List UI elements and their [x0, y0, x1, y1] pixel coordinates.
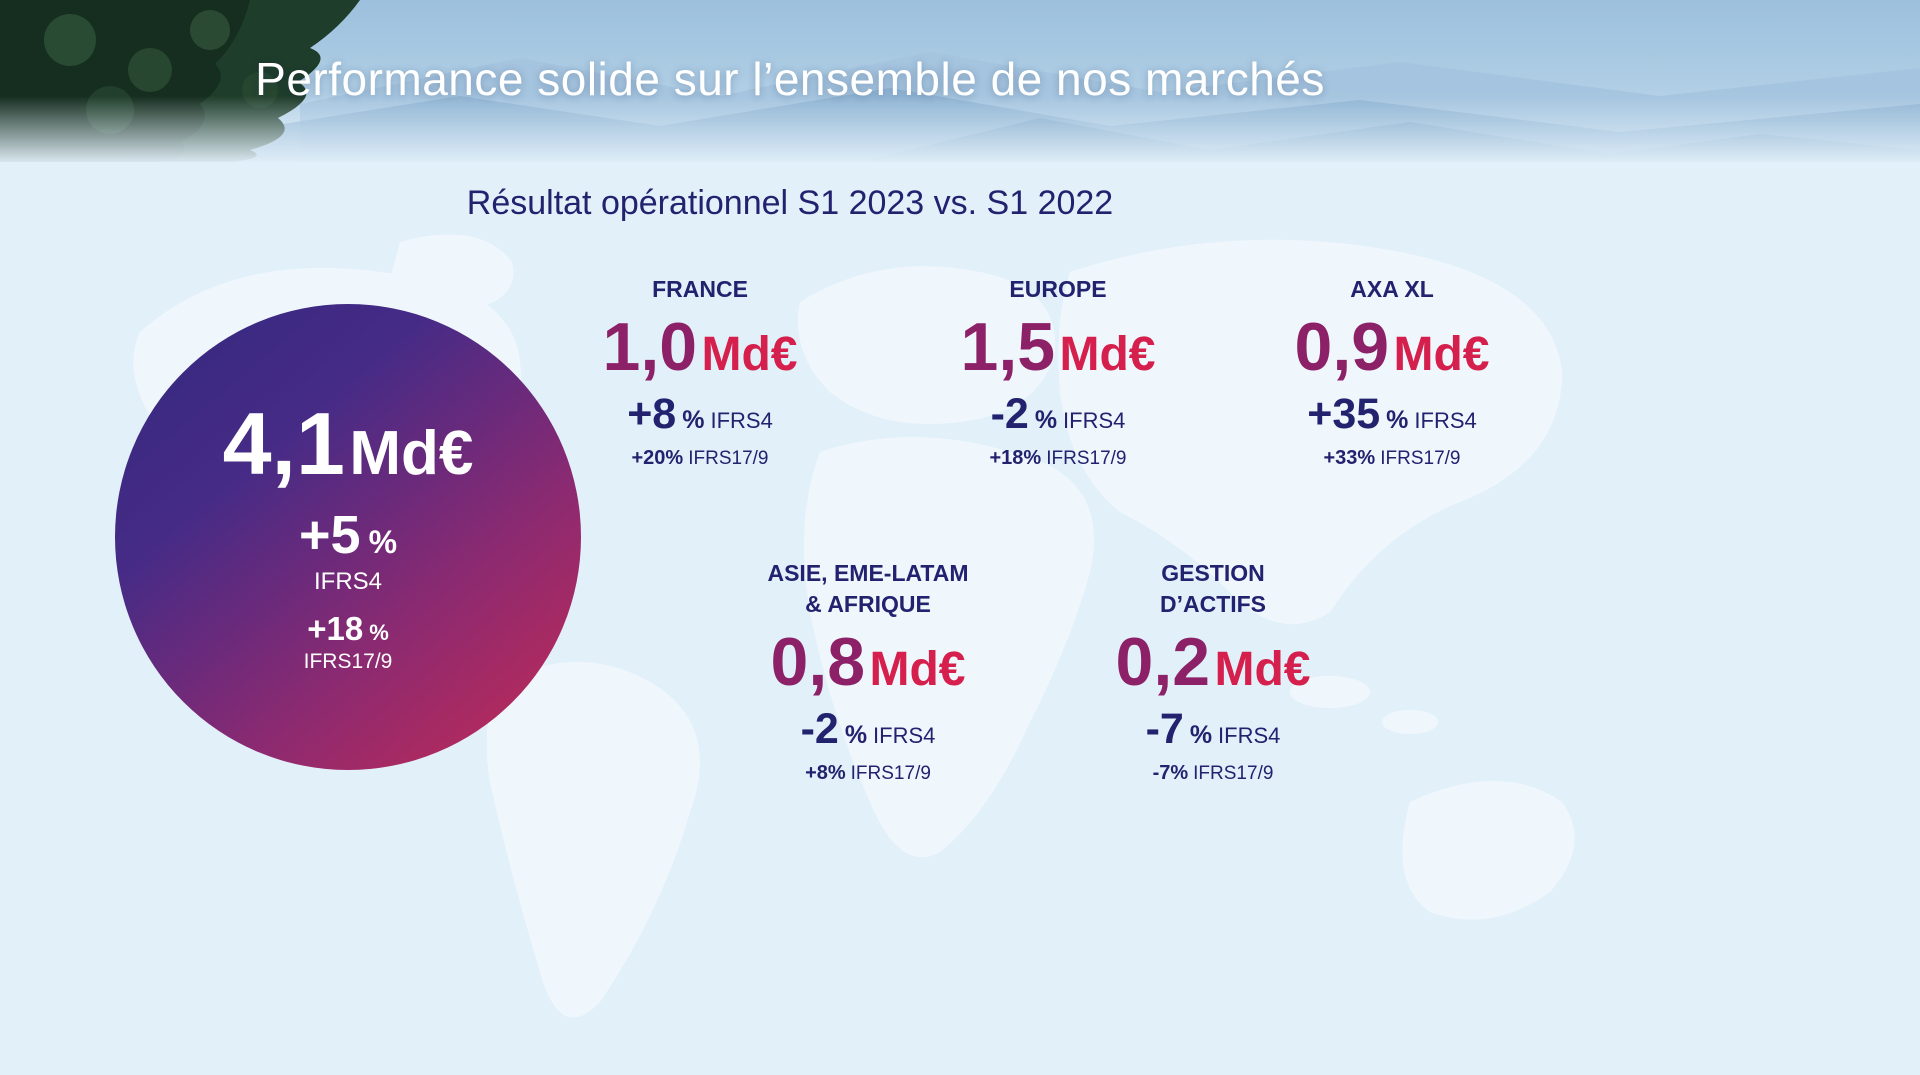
region-value: 1,0 Md€ — [540, 313, 860, 381]
region-value-number: 1,5 — [960, 309, 1056, 386]
region-value-unit: Md€ — [1393, 328, 1490, 382]
region-value-unit: Md€ — [1214, 643, 1311, 697]
region-name: FRANCE — [652, 276, 748, 302]
region-block-gestion-dactifs: GESTION D’ACTIFS 0,2 Md€ -7% IFRS4 -7% IFR… — [1033, 558, 1393, 783]
region-block-axa-xl: AXA XL 0,9 Md€ +35% IFRS4 +33% IFRS17/9 — [1232, 274, 1552, 468]
total-ifrs4-change: +5% — [299, 508, 397, 562]
content-area: Résultat opérationnel S1 2023 vs. S1 202… — [0, 162, 1920, 1075]
region-value: 0,9 Md€ — [1232, 313, 1552, 381]
region-ifrs4-percent-symbol: % — [1189, 721, 1213, 750]
region-ifrs17-change: -7% IFRS17/9 — [1033, 763, 1393, 783]
region-ifrs17-change-number: -7% — [1152, 762, 1189, 785]
region-ifrs4-label: IFRS4 — [1218, 723, 1281, 749]
banner: Performance solide sur l’ensemble de nos… — [0, 0, 1920, 162]
region-value: 0,8 Md€ — [688, 628, 1048, 696]
total-ifrs4-label: IFRS4 — [313, 568, 382, 595]
region-value-unit: Md€ — [701, 328, 798, 382]
region-ifrs17-change: +33% IFRS17/9 — [1232, 448, 1552, 468]
region-block-france: FRANCE 1,0 Md€ +8% IFRS4 +20% IFRS17/9 — [540, 274, 860, 468]
region-ifrs4-percent-symbol: % — [1034, 406, 1058, 435]
banner-landscape-art — [0, 0, 1920, 162]
region-value-unit: Md€ — [869, 643, 966, 697]
region-name: AXA XL — [1350, 276, 1434, 302]
region-ifrs17-label: IFRS17/9 — [1046, 448, 1127, 470]
region-ifrs17-change-number: +8% — [805, 762, 846, 785]
region-ifrs17-change-number: +33% — [1323, 447, 1376, 470]
total-ifrs17-change: +18% — [307, 612, 389, 645]
total-value-number: 4,1 — [222, 394, 345, 493]
region-ifrs17-label: IFRS17/9 — [850, 763, 931, 785]
total-ifrs4-change-number: +5 — [298, 505, 361, 565]
region-value-unit: Md€ — [1059, 328, 1156, 382]
region-ifrs4-label: IFRS4 — [710, 408, 773, 434]
region-ifrs4-label: IFRS4 — [1063, 408, 1126, 434]
region-ifrs17-change: +20% IFRS17/9 — [540, 448, 860, 468]
region-ifrs17-label: IFRS17/9 — [1380, 448, 1461, 470]
total-ifrs17-change-number: +18 — [307, 610, 364, 647]
region-ifrs4-label: IFRS4 — [1414, 408, 1477, 434]
region-name: EUROPE — [1009, 276, 1107, 302]
region-value: 0,2 Md€ — [1033, 628, 1393, 696]
region-ifrs4-percent-symbol: % — [844, 721, 868, 750]
region-ifrs17-change: +18% IFRS17/9 — [898, 448, 1218, 468]
region-ifrs4-change: +35% IFRS4 — [1232, 393, 1552, 436]
region-value: 1,5 Md€ — [898, 313, 1218, 381]
region-ifrs4-change-number: -7 — [1145, 705, 1184, 754]
total-value: 4,1 Md€ — [223, 400, 474, 488]
region-value-number: 0,8 — [770, 624, 866, 701]
region-ifrs4-change: -2% IFRS4 — [688, 708, 1048, 751]
total-ifrs17-percent-symbol: % — [369, 620, 389, 645]
region-ifrs17-label: IFRS17/9 — [688, 448, 769, 470]
region-ifrs17-change-number: +20% — [631, 447, 684, 470]
region-ifrs4-change: -7% IFRS4 — [1033, 708, 1393, 751]
region-ifrs4-change: +8% IFRS4 — [540, 393, 860, 436]
total-value-unit: Md€ — [349, 419, 474, 488]
region-value-number: 1,0 — [602, 309, 698, 386]
region-ifrs17-change: +8% IFRS17/9 — [688, 763, 1048, 783]
region-ifrs4-percent-symbol: % — [1386, 406, 1409, 435]
region-ifrs4-change-number: +8 — [627, 390, 677, 439]
total-ifrs4-percent-symbol: % — [368, 524, 398, 560]
region-ifrs4-label: IFRS4 — [873, 723, 936, 749]
group-total-circle: 4,1 Md€ +5% IFRS4 +18% IFRS17/9 — [115, 304, 581, 770]
region-value-number: 0,9 — [1294, 309, 1390, 386]
region-value-number: 0,2 — [1115, 624, 1211, 701]
region-ifrs17-label: IFRS17/9 — [1193, 763, 1274, 785]
region-ifrs4-change-number: -2 — [990, 390, 1029, 439]
region-ifrs4-change: -2% IFRS4 — [898, 393, 1218, 436]
region-name: GESTION D’ACTIFS — [1159, 560, 1267, 618]
region-ifrs17-change-number: +18% — [989, 447, 1042, 470]
slide-title: Performance solide sur l’ensemble de nos… — [255, 53, 1325, 105]
subtitle: Résultat opérationnel S1 2023 vs. S1 202… — [466, 184, 1114, 222]
region-ifrs4-change-number: -2 — [800, 705, 839, 754]
region-ifrs4-percent-symbol: % — [682, 406, 705, 435]
region-block-asie-eme-latam-afrique: ASIE, EME-LATAM & AFRIQUE 0,8 Md€ -2% IFR… — [688, 558, 1048, 783]
region-name: ASIE, EME-LATAM & AFRIQUE — [767, 560, 969, 618]
region-ifrs4-change-number: +35 — [1307, 390, 1381, 439]
region-block-europe: EUROPE 1,5 Md€ -2% IFRS4 +18% IFRS17/9 — [898, 274, 1218, 468]
total-ifrs17-label: IFRS17/9 — [303, 650, 393, 673]
